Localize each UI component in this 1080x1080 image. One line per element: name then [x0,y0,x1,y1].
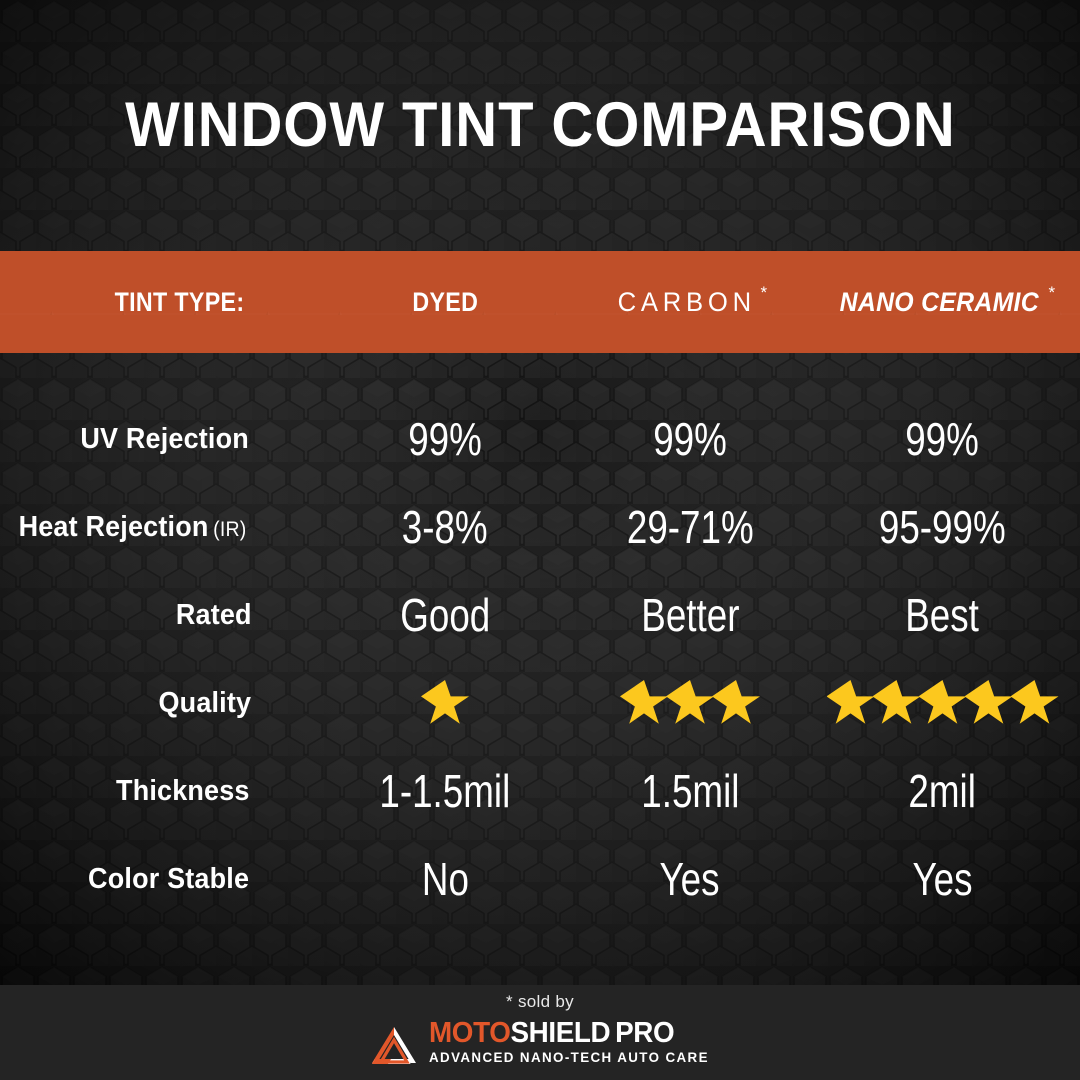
table-cell: 1.5mil [575,747,805,835]
table-cell: Good [315,571,575,659]
cell-value: 1-1.5mil [379,765,511,817]
table-cell [575,659,805,747]
cell-value: 1.5mil [640,765,740,817]
cell-value: Yes [912,853,973,905]
page-title: WINDOW TINT COMPARISON [124,90,956,160]
row-label: Rated [176,598,253,631]
table-cell: Best [805,571,1080,659]
table-cell [805,659,1080,747]
cell-value: 95-99% [879,501,1006,553]
row-label-cell: Rated [0,571,315,659]
table-row: Rated Good Better Best [0,571,1080,659]
cell-value: Good [399,589,491,641]
star-icon [620,680,668,724]
row-label-cell: Color Stable [0,835,315,923]
table-cell: 99% [575,395,805,483]
row-label: Quality [158,686,252,719]
row-label-cell: Thickness [0,747,315,835]
table-cell: 99% [805,395,1080,483]
table-cell: 95-99% [805,483,1080,571]
table-cell: Better [575,571,805,659]
row-label: Thickness [116,774,250,807]
table-row: Heat Rejection (IR) 3-8% 29-71% 95-99% [0,483,1080,571]
header-column-carbon: CARBON * [617,283,768,317]
table-row: Quality [0,659,1080,747]
table-row: Color Stable No Yes Yes [0,835,1080,923]
star-icon [1010,680,1059,724]
row-label-note: (IR) [213,517,247,541]
brand-pro: PRO [614,1017,675,1049]
brand-moto: MOTO [428,1017,511,1049]
cell-value: No [421,853,469,905]
cell-value: Best [905,589,980,641]
brand-tagline: ADVANCED NANO-TECH AUTO CARE [428,1050,709,1065]
row-label-cell: UV Rejection [0,395,315,483]
table-cell: 3-8% [315,483,575,571]
sold-by-note: * sold by [506,992,574,1011]
cell-value: 99% [408,413,482,465]
star-icon [712,680,760,724]
cell-value: 29-71% [626,501,754,553]
table-header-band: TINT TYPE: DYED CARBON * NANO CERAMIC * [0,251,1080,353]
title-area: WINDOW TINT COMPARISON [0,0,1080,250]
row-label: Heat Rejection (IR) [18,510,247,543]
header-label-cell: TINT TYPE: [0,251,315,353]
star-icon [826,680,875,724]
brand-shield: SHIELD [510,1017,610,1049]
table-cell [315,659,575,747]
triangle-logo-icon [371,1026,416,1064]
row-label-cell: Quality [0,659,315,747]
row-label: Color Stable [87,862,249,895]
cell-value: 99% [905,413,980,465]
table-cell: 2mil [805,747,1080,835]
cell-value: Better [640,589,740,641]
header-carbon-text: CARBON [617,286,756,317]
star-icon [421,680,469,724]
row-label-cell: Heat Rejection (IR) [0,483,315,571]
cell-value: 2mil [908,765,977,817]
header-nano-ceramic-text: NANO CERAMIC [839,286,1039,317]
star-rating [421,680,469,726]
table-cell: Yes [805,835,1080,923]
star-icon [964,680,1013,724]
table-row: UV Rejection 99% 99% 99% [0,395,1080,483]
table-row: Thickness 1-1.5mil 1.5mil 2mil [0,747,1080,835]
table-cell: No [315,835,575,923]
cell-value: 99% [653,413,727,465]
header-column-dyed: DYED [315,251,575,353]
cell-value: 3-8% [402,501,488,553]
header-label-text: TINT TYPE: [114,286,245,317]
table-cell: 1-1.5mil [315,747,575,835]
star-rating [826,680,1059,726]
footer: * sold by MOTOSHIELD PRO ADVANCED NANO-TE… [0,985,1080,1080]
row-label: UV Rejection [80,422,249,455]
brand-logo: MOTOSHIELD PRO ADVANCED NANO-TECH AUTO CA… [369,1019,712,1065]
band-texture [0,251,1080,353]
comparison-table: UV Rejection 99% 99% 99% Heat Rejection (IR) 3… [0,353,1080,985]
brand-wordmark: MOTOSHIELD PRO [429,1019,700,1048]
brand-logo-text: MOTOSHIELD PRO ADVANCED NANO-TECH AUTO CA… [429,1019,712,1065]
header-dyed-text: DYED [412,286,478,317]
cell-value: Yes [659,853,721,905]
star-icon [918,680,967,724]
table-cell: 29-71% [575,483,805,571]
header-column-nano-ceramic: NANO CERAMIC * [839,283,1056,317]
table-cell: 99% [315,395,575,483]
table-cell: Yes [575,835,805,923]
star-icon [872,680,921,724]
star-icon [666,680,714,724]
star-rating [620,680,760,726]
